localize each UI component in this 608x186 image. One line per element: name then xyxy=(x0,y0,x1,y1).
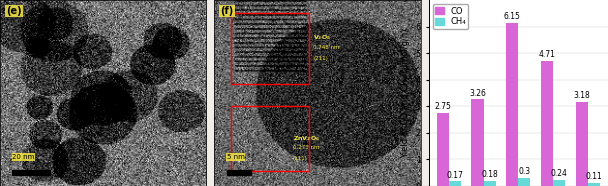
Text: 3.18: 3.18 xyxy=(573,91,590,100)
Text: 20 nm: 20 nm xyxy=(12,154,35,160)
Text: 0.18: 0.18 xyxy=(482,170,498,179)
Text: $\mathbf{V_2O_5}$: $\mathbf{V_2O_5}$ xyxy=(313,33,331,42)
Bar xyxy=(12,170,49,175)
Text: (e): (e) xyxy=(6,6,22,16)
Text: 0.273 nm: 0.273 nm xyxy=(292,145,319,150)
Text: (111): (111) xyxy=(292,156,308,161)
Text: 6.15: 6.15 xyxy=(504,12,520,21)
Bar xyxy=(483,181,496,186)
Text: 2.75: 2.75 xyxy=(434,102,451,111)
Bar xyxy=(449,182,461,186)
Text: 5 nm: 5 nm xyxy=(227,154,244,160)
Text: 0.748 nm: 0.748 nm xyxy=(313,45,340,50)
Text: 0.24: 0.24 xyxy=(551,169,567,178)
Bar xyxy=(588,183,600,186)
Text: $\mathbf{ZnV_2O_6}$: $\mathbf{ZnV_2O_6}$ xyxy=(292,134,320,143)
Bar xyxy=(553,180,565,186)
Text: (f): (f) xyxy=(221,6,233,16)
Bar xyxy=(471,99,483,186)
Bar xyxy=(231,13,309,84)
Bar xyxy=(506,23,518,186)
Text: 0.17: 0.17 xyxy=(446,171,463,180)
Text: 3.26: 3.26 xyxy=(469,89,486,97)
Text: 0.3: 0.3 xyxy=(518,167,530,176)
Bar xyxy=(231,106,309,171)
Text: 0.11: 0.11 xyxy=(586,172,602,181)
Bar xyxy=(518,178,530,186)
Text: (211): (211) xyxy=(313,56,328,61)
Bar xyxy=(541,61,553,186)
Bar xyxy=(437,113,449,186)
Text: 4.71: 4.71 xyxy=(539,50,555,59)
Bar xyxy=(227,170,252,175)
Legend: CO, CH₄: CO, CH₄ xyxy=(433,4,468,29)
Bar xyxy=(576,102,588,186)
Y-axis label: Yield of CO and CH₄ (μmol/g/h): Yield of CO and CH₄ (μmol/g/h) xyxy=(401,28,410,158)
